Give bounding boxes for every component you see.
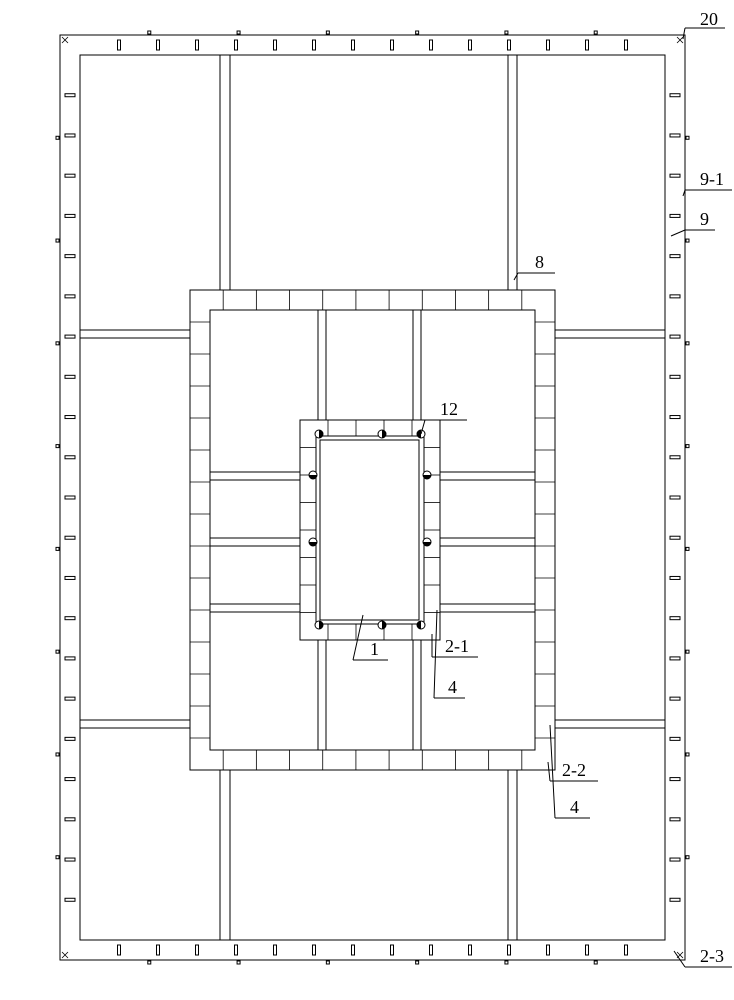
label-1: 1 xyxy=(370,639,379,659)
diagram-canvas: 1 8 9 12 20 9-1 2-3 2-2 4 2-1 4 xyxy=(0,0,734,1000)
label-2-3: 2-3 xyxy=(700,946,724,966)
label-2-1: 2-1 xyxy=(445,636,469,656)
label-4b: 4 xyxy=(448,677,457,697)
label-9: 9 xyxy=(700,209,709,229)
label-4a: 4 xyxy=(570,797,579,817)
label-8: 8 xyxy=(535,252,544,272)
label-2-2: 2-2 xyxy=(562,760,586,780)
label-9-1: 9-1 xyxy=(700,169,724,189)
label-12: 12 xyxy=(440,399,458,419)
label-20: 20 xyxy=(700,9,718,29)
